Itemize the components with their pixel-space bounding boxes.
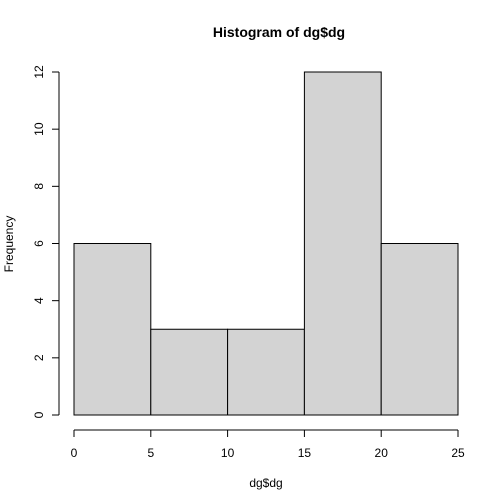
histogram-bar-3 <box>303 71 382 416</box>
x-tick-label-3: 15 <box>298 446 312 460</box>
x-tick-label-5: 25 <box>451 446 465 460</box>
y-axis-label: Frequency <box>2 216 16 273</box>
y-tick-label-1: 2 <box>32 354 46 361</box>
histogram-bar-0 <box>73 243 152 416</box>
y-axis: 0 2 4 6 8 10 12 <box>32 65 60 418</box>
histogram-bar-2 <box>227 328 305 416</box>
x-axis: 0 5 10 15 20 25 <box>71 429 465 460</box>
y-tick-label-2: 4 <box>32 297 46 304</box>
chart-title: Histogram of dg$dg <box>213 24 345 40</box>
x-tick-label-2: 10 <box>221 446 235 460</box>
y-tick-label-3: 6 <box>32 240 46 247</box>
y-tick-label-6: 12 <box>32 65 46 79</box>
bars-group <box>73 71 459 416</box>
x-axis-label: dg$dg <box>249 476 282 490</box>
x-tick-label-0: 0 <box>71 446 78 460</box>
x-tick-label-1: 5 <box>147 446 154 460</box>
x-tick-label-4: 20 <box>375 446 389 460</box>
histogram-bar-1 <box>150 328 229 416</box>
y-tick-label-4: 8 <box>32 183 46 190</box>
y-tick-label-0: 0 <box>32 411 46 418</box>
y-tick-label-5: 10 <box>32 122 46 136</box>
histogram-bar-4 <box>380 243 459 416</box>
